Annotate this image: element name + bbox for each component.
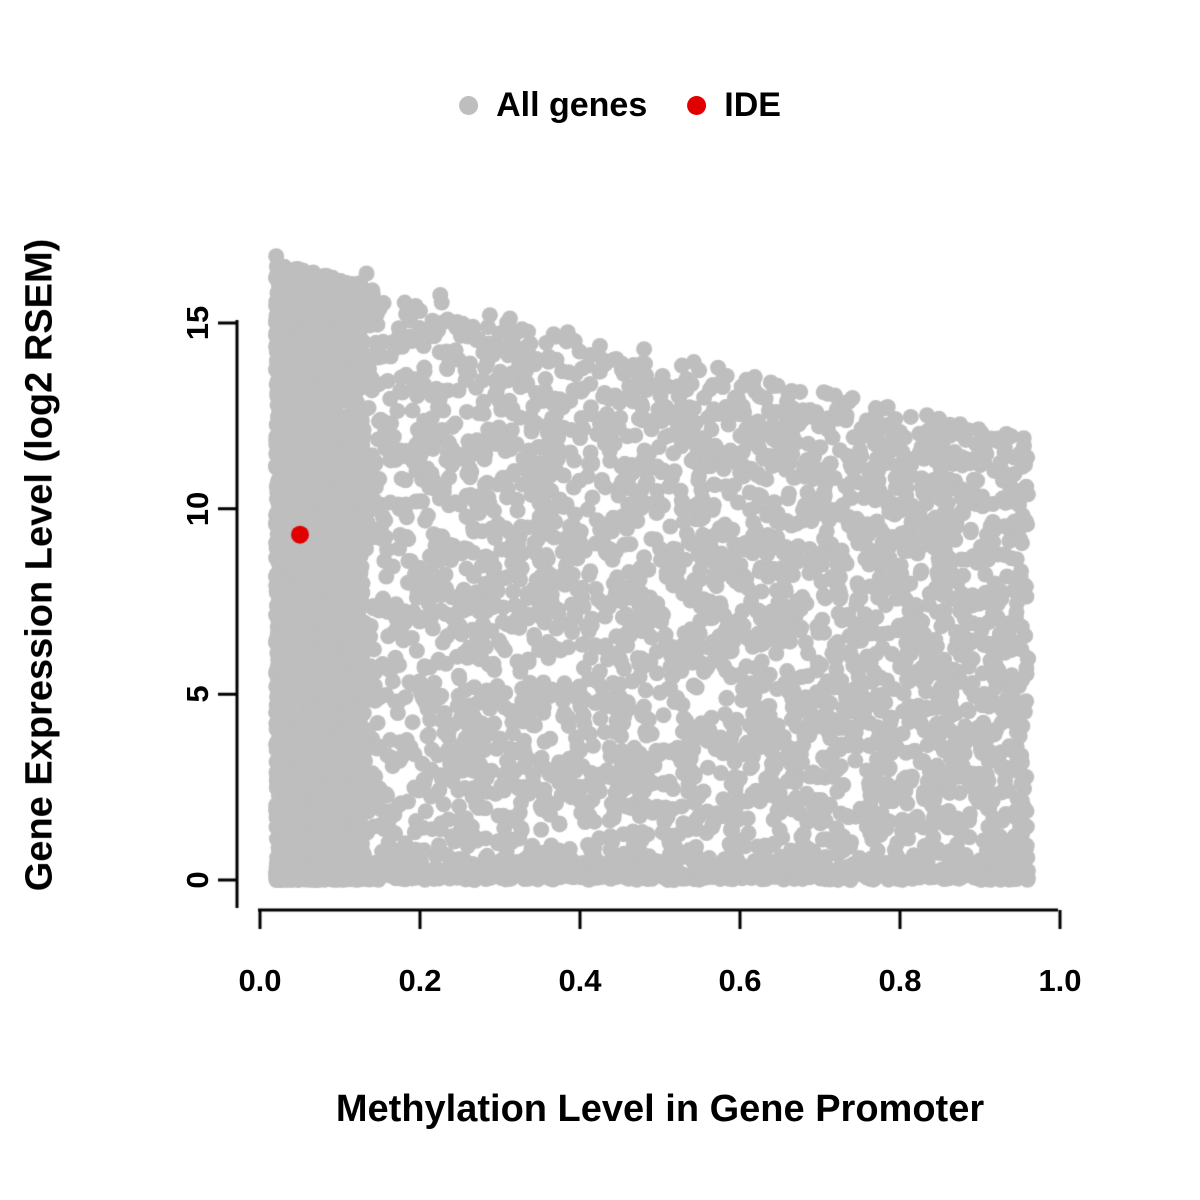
- x-tick-label: 0.8: [878, 963, 922, 998]
- x-tick-label: 0.4: [558, 963, 602, 998]
- x-tick-label: 0.0: [238, 963, 282, 998]
- legend-item-ide: IDE: [687, 88, 781, 122]
- y-tick-label: 10: [180, 491, 215, 526]
- x-tick-label: 1.0: [1038, 963, 1082, 998]
- legend-item-all-genes: All genes: [459, 88, 647, 122]
- y-tick-label: 5: [180, 685, 215, 703]
- ide-dot-icon: [687, 95, 707, 115]
- x-axis-title: Methylation Level in Gene Promoter: [335, 1088, 985, 1130]
- x-tick-label: 0.6: [718, 963, 762, 998]
- legend-label-all-genes: All genes: [496, 86, 648, 124]
- y-tick-label: 0: [180, 871, 215, 889]
- y-tick-label: 15: [180, 305, 215, 341]
- y-axis-title: Gene Expression Level (log2 RSEM): [18, 238, 61, 892]
- x-tick-label: 0.2: [398, 963, 442, 998]
- legend: All genes IDE: [459, 88, 781, 122]
- legend-label-ide: IDE: [724, 86, 781, 124]
- all-genes-dot-icon: [459, 95, 479, 115]
